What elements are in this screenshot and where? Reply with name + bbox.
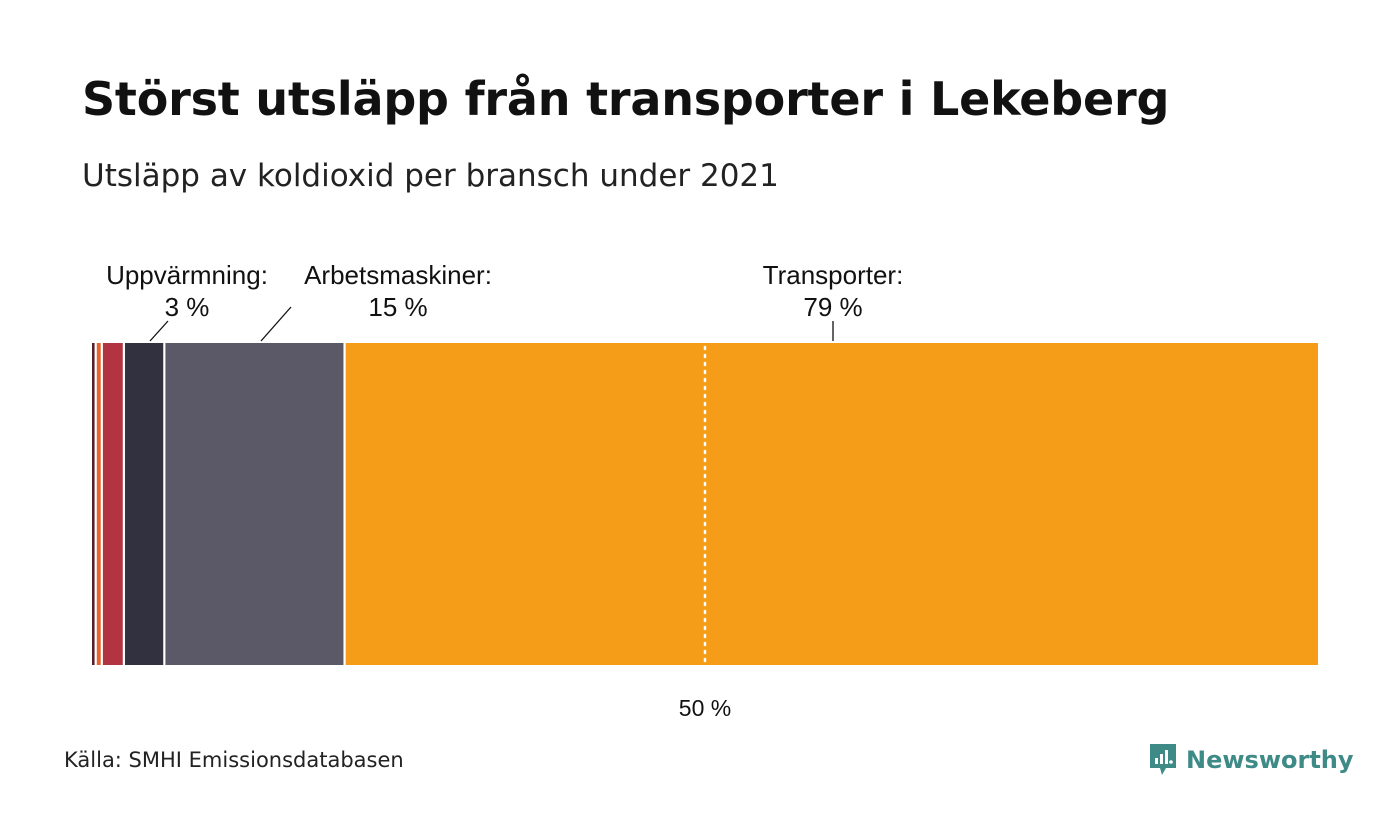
chart-subtitle: Utsläpp av koldioxid per bransch under 2… bbox=[82, 158, 779, 194]
segment-label-4: Arbetsmaskiner: bbox=[304, 260, 492, 290]
source-note: Källa: SMHI Emissionsdatabasen bbox=[64, 748, 404, 772]
bar-segment-2 bbox=[101, 343, 124, 665]
bar-segment-3 bbox=[123, 343, 165, 665]
bar-segment-4 bbox=[164, 343, 345, 665]
reference-line-label: 50 % bbox=[679, 695, 731, 721]
brand-logo: Newsworthy bbox=[1148, 742, 1354, 778]
segment-value-label-5: 79 % bbox=[803, 292, 862, 322]
newsworthy-logo-icon bbox=[1150, 744, 1176, 775]
segment-value-label-3: 3 % bbox=[165, 292, 210, 322]
segment-value-label-4: 15 % bbox=[368, 292, 427, 322]
bar-segment-1 bbox=[95, 343, 102, 665]
segment-label-5: Transporter: bbox=[763, 260, 904, 290]
segment-label-3: Uppvärmning: bbox=[106, 260, 268, 290]
leader-line-3 bbox=[149, 320, 169, 342]
leader-line-4 bbox=[260, 306, 292, 342]
brand-name: Newsworthy bbox=[1186, 746, 1354, 774]
chart-title: Störst utsläpp från transporter i Lekebe… bbox=[82, 72, 1170, 126]
bar-segment-0 bbox=[92, 343, 96, 665]
bar-segment-5 bbox=[344, 343, 1318, 665]
